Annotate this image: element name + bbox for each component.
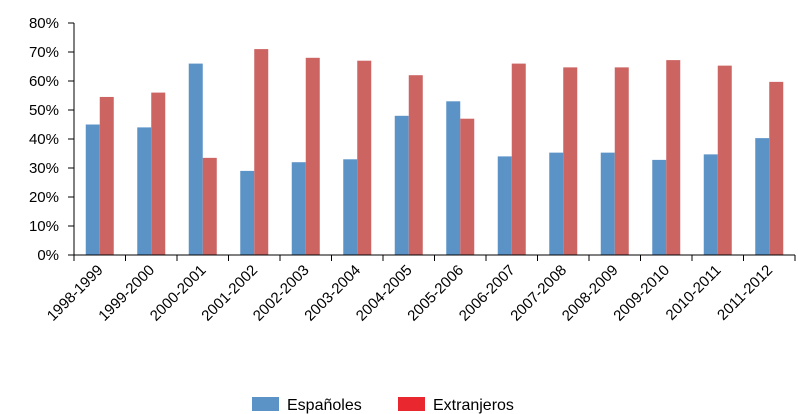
bar-espanoles <box>600 152 615 255</box>
y-tick-label: 30% <box>29 160 59 177</box>
bar-espanoles <box>755 138 770 255</box>
bar-espanoles <box>446 101 461 255</box>
y-tick-label: 20% <box>29 189 59 206</box>
bar-espanoles <box>497 156 512 255</box>
bar-espanoles <box>703 154 718 255</box>
bar-extranjeros <box>151 92 166 255</box>
legend-label: Extranjeros <box>433 397 514 414</box>
legend-swatch <box>252 397 279 411</box>
bar-espanoles <box>137 127 152 255</box>
bar-extranjeros <box>717 65 732 255</box>
x-tick-label: 2010-2011 <box>663 262 725 324</box>
y-tick-label: 80% <box>29 15 59 32</box>
y-tick-label: 40% <box>29 131 59 148</box>
legend-label: Españoles <box>287 397 362 414</box>
legend: Españoles Extranjeros <box>252 397 514 414</box>
bar-espanoles <box>652 159 667 255</box>
y-tick-label: 70% <box>29 44 59 61</box>
bar-espanoles <box>188 63 203 255</box>
bar-extranjeros <box>305 57 320 255</box>
y-tick-label: 10% <box>29 218 59 235</box>
bar-extranjeros <box>202 157 217 255</box>
bar-extranjeros <box>769 81 784 256</box>
bars <box>85 49 784 256</box>
bar-extranjeros <box>99 96 114 255</box>
x-axis: 1998-19991999-20002000-20012001-20022002… <box>44 254 796 325</box>
bar-extranjeros <box>511 63 526 255</box>
bar-extranjeros <box>460 118 475 255</box>
y-axis: 0% 10% 20% 30% 40% 50% 60% 70% 80% <box>29 15 75 264</box>
bar-espanoles <box>85 124 100 255</box>
bar-espanoles <box>291 162 306 255</box>
x-tick-label: 2011-2012 <box>714 262 776 324</box>
bar-espanoles <box>394 115 409 255</box>
bar-extranjeros <box>563 67 578 256</box>
y-tick-label: 0% <box>37 247 59 264</box>
bar-extranjeros <box>254 49 269 255</box>
bar-espanoles <box>343 159 358 255</box>
x-tick-label: 2009-2010 <box>610 262 673 325</box>
bar-extranjeros <box>408 75 423 255</box>
bar-extranjeros <box>614 67 629 256</box>
y-tick-label: 60% <box>29 73 59 90</box>
bar-espanoles <box>549 152 564 255</box>
bar-extranjeros <box>666 60 681 256</box>
legend-swatch <box>398 397 425 411</box>
bar-espanoles <box>240 170 255 255</box>
y-tick-label: 50% <box>29 102 59 119</box>
bar-extranjeros <box>357 60 372 256</box>
